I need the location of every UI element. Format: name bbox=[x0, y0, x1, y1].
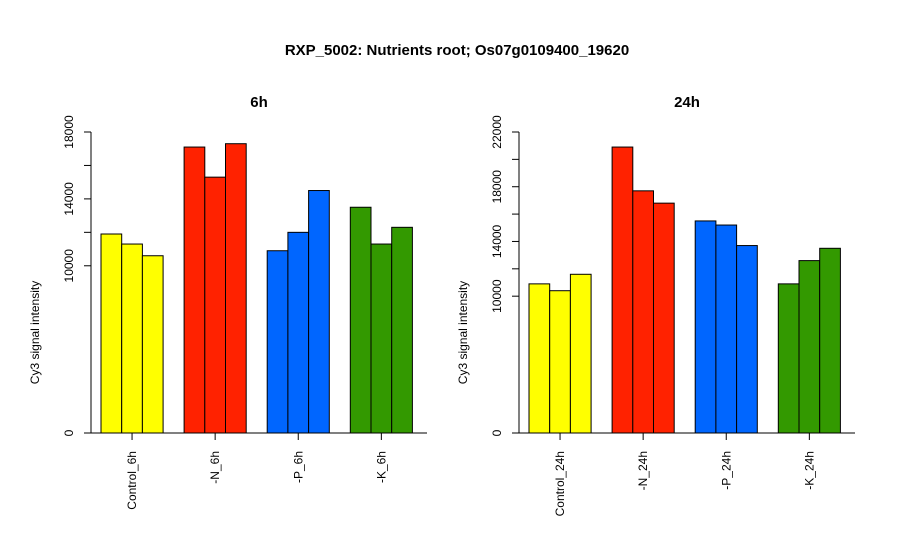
bar bbox=[225, 143, 247, 434]
bar bbox=[204, 176, 227, 434]
y-tick-label: 10000 bbox=[490, 279, 504, 313]
x-tick-label: -N_6h bbox=[208, 451, 222, 484]
bar bbox=[549, 290, 571, 434]
panel-title: 6h bbox=[250, 94, 268, 111]
bar bbox=[715, 224, 738, 434]
bar bbox=[266, 250, 289, 434]
bar bbox=[349, 206, 372, 434]
bar bbox=[183, 146, 206, 434]
x-tick-label: Control_6h bbox=[125, 451, 139, 510]
y-tick-label: 14000 bbox=[490, 224, 504, 258]
bar bbox=[694, 220, 717, 434]
x-tick-label: Control_24h bbox=[553, 451, 567, 516]
y-tick-label: 0 bbox=[62, 429, 76, 436]
y-tick-label: 18000 bbox=[490, 170, 504, 204]
bar bbox=[370, 243, 393, 434]
bar bbox=[653, 202, 675, 434]
x-tick-label: -P_6h bbox=[291, 451, 305, 483]
bar bbox=[798, 260, 821, 434]
bar bbox=[100, 233, 123, 434]
y-tick-label: 18000 bbox=[62, 115, 76, 149]
bar bbox=[287, 231, 310, 434]
x-tick-label: -P_24h bbox=[719, 451, 733, 490]
bar bbox=[569, 273, 592, 434]
panel-title: 24h bbox=[674, 94, 700, 111]
bar bbox=[308, 190, 330, 434]
bar bbox=[611, 146, 634, 434]
x-tick-label: -K_6h bbox=[374, 451, 388, 483]
panel-24h: 24h 0 10000 14000 18000 22000 Cy3 signal inten… bbox=[456, 94, 855, 516]
y-tick-label: 0 bbox=[490, 429, 504, 436]
bar bbox=[632, 190, 654, 434]
figure-title: RXP_5002: Nutrients root; Os07g0109400_1… bbox=[285, 42, 629, 59]
bar bbox=[736, 245, 758, 434]
y-axis-title: Cy3 signal intensity bbox=[28, 281, 42, 384]
y-axis-title: Cy3 signal intensity bbox=[456, 281, 470, 384]
y-tick-label: 14000 bbox=[62, 182, 76, 216]
x-tick-label: -K_24h bbox=[802, 451, 816, 490]
x-tick-label: -N_24h bbox=[636, 451, 650, 490]
bar bbox=[141, 255, 164, 434]
bar bbox=[391, 226, 413, 434]
bar bbox=[819, 247, 841, 434]
y-tick-label: 22000 bbox=[490, 115, 504, 149]
bar bbox=[777, 283, 800, 434]
bar bbox=[121, 243, 143, 434]
panel-6h: 6h 0 10000 14000 18000 Cy3 signal intensity Co… bbox=[28, 94, 427, 510]
bar bbox=[528, 283, 551, 434]
y-tick-label: 10000 bbox=[62, 249, 76, 283]
